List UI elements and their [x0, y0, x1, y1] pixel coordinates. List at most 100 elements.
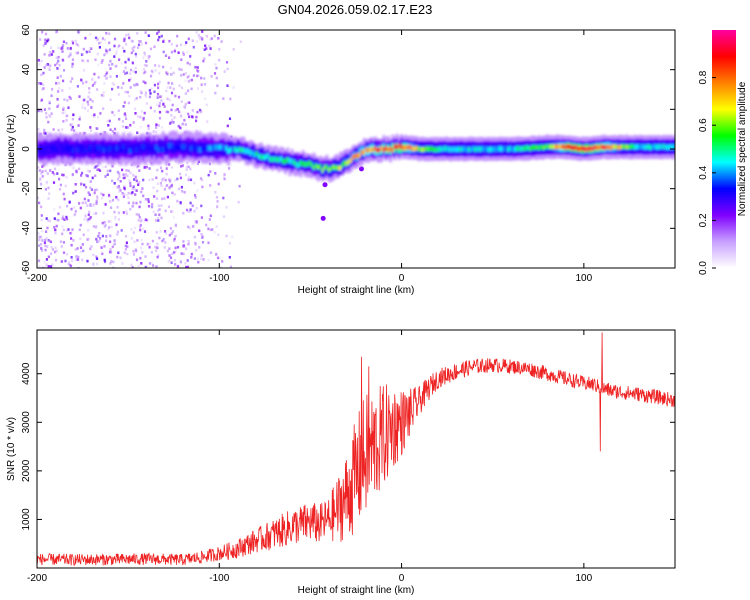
spectrogram-noise-cell: [80, 79, 83, 82]
spectrogram-noise-cell: [126, 90, 129, 94]
spectrogram-noise-cell: [95, 127, 98, 130]
spectrogram-noise-cell: [43, 241, 46, 244]
spectrogram-noise-cell: [55, 249, 58, 253]
spectrogram-track-cell: [54, 147, 58, 153]
spectrogram-noise-cell: [82, 99, 85, 102]
spectrogram-noise-cell: [203, 83, 207, 86]
spectrogram-noise-cell: [138, 216, 141, 219]
spectrogram-noise-cell: [43, 128, 46, 132]
spectrogram-track-cell: [144, 145, 147, 151]
spectrogram-noise-cell: [123, 193, 126, 196]
spectrogram-noise-cell: [91, 114, 94, 117]
spectrogram-noise-cell: [124, 247, 128, 251]
spectrogram-track-cell: [599, 144, 602, 150]
spectrogram-track-cell: [43, 148, 47, 153]
spectrogram-noise-cell: [166, 86, 169, 89]
spectrogram-noise-cell: [161, 197, 164, 201]
spectrogram-noise-cell: [91, 78, 94, 82]
spectrogram-noise-cell: [47, 66, 50, 69]
spectrogram-noise-cell: [44, 40, 47, 43]
spectrogram-noise-cell: [38, 201, 41, 205]
spectrogram-noise-cell: [43, 261, 46, 264]
spectrogram-noise-cell: [93, 191, 96, 195]
spectrogram-noise-cell: [77, 44, 80, 47]
spectrogram-track-cell: [435, 147, 438, 152]
spectrogram-noise-cell: [56, 62, 59, 65]
spectrogram-noise-cell: [209, 47, 212, 50]
spectrogram-noise-cell: [118, 190, 121, 193]
spectrogram-noise-cell: [42, 170, 45, 173]
spectrogram-track-cell: [343, 160, 346, 166]
spectrogram-track-cell: [314, 163, 318, 169]
spectrogram-noise-cell: [43, 108, 46, 111]
spectrogram-noise-cell: [163, 105, 166, 108]
spectrogram-noise-cell: [226, 124, 229, 128]
spectrogram-noise-cell: [105, 51, 108, 55]
spectrogram-noise-cell: [152, 130, 155, 133]
spectrogram-noise-cell: [174, 109, 177, 112]
spectrogram-noise-cell: [153, 45, 156, 49]
spectrogram-noise-cell: [180, 58, 183, 61]
spectrogram-noise-cell: [179, 201, 182, 205]
spectrogram-noise-cell: [44, 41, 47, 45]
spectrogram-noise-cell: [207, 258, 210, 262]
spectrogram-noise-cell: [138, 225, 142, 229]
spectrogram-noise-cell: [100, 192, 103, 196]
spectrogram-track-cell: [356, 153, 360, 158]
spectrogram-noise-cell: [53, 226, 56, 229]
spectrogram-noise-cell: [87, 191, 90, 194]
spectrogram-noise-cell: [157, 219, 160, 222]
spectrogram-noise-cell: [173, 237, 176, 241]
spectrogram-track-cell: [334, 165, 338, 170]
spectrogram-noise-cell: [232, 86, 235, 89]
spectrogram-noise-cell: [44, 132, 47, 135]
spectrogram-track-cell: [220, 144, 224, 150]
spectrogram-noise-cell: [56, 98, 59, 101]
spectrogram-noise-cell: [62, 106, 65, 110]
spectrogram-noise-cell: [170, 183, 174, 187]
spectrogram-noise-cell: [134, 193, 137, 196]
spectrogram-noise-cell: [182, 211, 185, 215]
spectrogram-noise-cell: [147, 204, 151, 208]
spectrogram-noise-cell: [203, 57, 206, 60]
spectrogram-noise-cell: [71, 41, 75, 45]
spectrogram-noise-cell: [102, 94, 105, 97]
spectrogram-noise-cell: [165, 110, 168, 114]
spectrogram-track-cell: [266, 153, 270, 159]
spectrogram-track-cell: [566, 144, 570, 149]
spectrogram-noise-cell: [44, 38, 47, 42]
spectrogram-noise-cell: [147, 200, 150, 204]
spectrogram-noise-cell: [122, 211, 125, 214]
spectrogram-noise-cell: [207, 227, 210, 231]
spectrogram-track-cell: [424, 146, 427, 152]
spectrogram-noise-cell: [209, 38, 212, 41]
spectrogram-track-cell: [308, 160, 311, 166]
spectrogram-noise-cell: [199, 177, 203, 180]
spectrogram-noise-cell: [49, 64, 52, 67]
spectrogram-noise-cell: [97, 76, 100, 79]
spectrogram-noise-cell: [89, 126, 92, 129]
spectrogram-noise-cell: [118, 58, 121, 61]
spectrogram-noise-cell: [160, 95, 163, 98]
spectrogram-noise-cell: [96, 127, 99, 130]
spectrogram-noise-cell: [61, 111, 64, 115]
spectrogram-noise-cell: [138, 169, 141, 172]
spectrogram-noise-cell: [125, 71, 129, 75]
spectrogram-noise-cell: [203, 77, 206, 80]
spectrogram-noise-cell: [109, 240, 112, 244]
spectrogram-track-cell: [266, 154, 270, 164]
spectrogram-track-cell: [330, 165, 333, 171]
spectrogram-noise-cell: [97, 63, 100, 67]
spectrogram-noise-cell: [41, 88, 44, 92]
spectrogram-noise-cell: [127, 58, 130, 62]
spectrogram-noise-cell: [136, 131, 139, 135]
spectrogram-noise-cell: [148, 178, 151, 182]
spectrogram-track-cell: [275, 156, 279, 162]
spectrogram-noise-cell: [51, 171, 54, 174]
spectrogram-noise-cell: [139, 228, 142, 232]
spectrogram-track-cell: [157, 147, 161, 153]
spectrogram-x-tick-label: -100: [209, 273, 229, 284]
spectrogram-track-cell: [63, 145, 66, 151]
spectrogram-noise-cell: [201, 90, 204, 93]
spectrogram-noise-cell: [49, 240, 52, 244]
